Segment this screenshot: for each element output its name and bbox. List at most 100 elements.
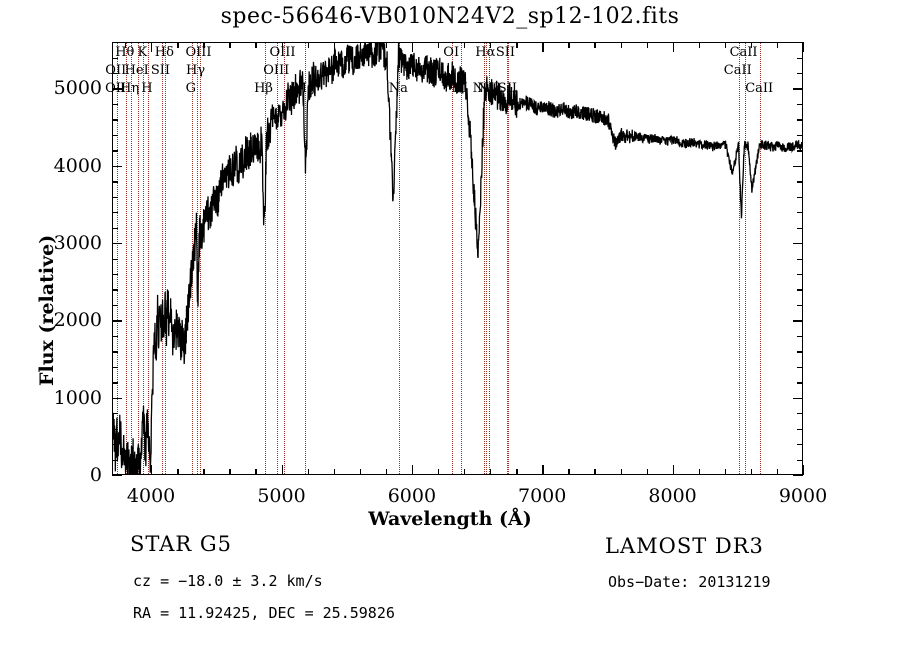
line-marker-H-12 xyxy=(264,43,266,474)
x-tick-top-5200 xyxy=(307,42,309,48)
x-tick-top-8400 xyxy=(724,42,727,48)
y-tick-1600 xyxy=(112,351,118,353)
line-marker-NI-18 xyxy=(460,43,462,474)
line-label-CaII-26: CaII xyxy=(745,81,774,96)
y-tick-1400 xyxy=(112,366,118,369)
line-label-OIII-11: OIII xyxy=(185,45,212,60)
line-marker-Na-16 xyxy=(399,43,401,474)
line-label-K-5: K xyxy=(137,45,148,60)
y-tick-2000 xyxy=(112,320,122,322)
line-marker-OIII-11 xyxy=(199,43,201,474)
y-tick-right-2000 xyxy=(793,320,803,322)
line-label-OIII-14: OIII xyxy=(269,45,296,60)
x-tick-5200 xyxy=(307,469,309,475)
y-tick-right-400 xyxy=(797,444,803,446)
plot-area xyxy=(112,42,803,475)
y-tick-right-1800 xyxy=(797,335,803,338)
y-tick-right-3600 xyxy=(797,196,803,198)
line-label-NII-21: NII xyxy=(477,81,499,96)
line-marker-H-3 xyxy=(130,43,132,474)
page-title: spec-56646-VB010N24V2_sp12-102.fits xyxy=(220,4,680,29)
x-tick-top-6600 xyxy=(490,42,492,48)
y-tick-400 xyxy=(112,444,118,446)
x-tick-top-4200 xyxy=(177,42,179,48)
y-tick-4400 xyxy=(112,134,118,137)
line-marker-H-2 xyxy=(125,43,127,474)
x-tick-label-4000: 4000 xyxy=(126,485,176,507)
y-tick-label-4000: 4000 xyxy=(53,154,102,177)
y-tick-label-2000: 2000 xyxy=(53,309,102,332)
x-tick-4000 xyxy=(151,465,153,475)
line-marker-HeI-4 xyxy=(137,43,139,474)
x-tick-top-4400 xyxy=(203,42,205,48)
y-tick-label-5000: 5000 xyxy=(53,77,102,100)
y-tick-right-2600 xyxy=(797,274,803,276)
x-tick-label-9000: 9000 xyxy=(778,485,828,507)
x-tick-3800 xyxy=(125,469,127,475)
y-tick-right-4600 xyxy=(797,119,803,121)
y-tick-right-3400 xyxy=(797,212,803,214)
coordinates-value: RA = 11.92425, DEC = 25.59826 xyxy=(133,604,395,622)
y-tick-200 xyxy=(112,459,118,461)
line-label-OIII-13: OIII xyxy=(263,63,290,78)
x-tick-top-6000 xyxy=(411,42,414,52)
line-label-Mg-15: Mg xyxy=(293,81,316,96)
y-tick-right-2200 xyxy=(797,304,803,307)
y-tick-label-0: 0 xyxy=(89,464,102,486)
x-tick-6400 xyxy=(464,469,466,475)
line-label-NII-19: NII xyxy=(472,81,495,96)
line-label-H-12: Hβ xyxy=(254,81,273,96)
x-tick-top-8600 xyxy=(750,42,753,48)
x-tick-top-8200 xyxy=(698,42,701,48)
y-tick-right-3800 xyxy=(797,181,803,183)
line-marker-OI-17 xyxy=(452,43,454,474)
x-tick-7400 xyxy=(594,469,596,475)
line-marker-H-8 xyxy=(165,43,167,474)
x-tick-top-5800 xyxy=(385,42,388,48)
spectrum-curve xyxy=(113,43,802,474)
y-tick-right-1200 xyxy=(797,382,803,384)
x-tick-top-7000 xyxy=(542,42,544,52)
y-tick-label-1000: 1000 xyxy=(53,386,102,409)
x-tick-top-9000 xyxy=(803,42,805,52)
y-tick-1200 xyxy=(112,382,118,384)
y-tick-4200 xyxy=(112,150,118,152)
line-label-H-20: Hα xyxy=(475,45,496,60)
survey-label: LAMOST DR3 xyxy=(605,534,764,558)
x-tick-top-4600 xyxy=(229,42,231,48)
y-tick-0 xyxy=(112,475,122,477)
y-tick-right-3200 xyxy=(797,227,803,229)
y-tick-right-1400 xyxy=(797,366,803,369)
y-tick-800 xyxy=(112,413,118,415)
x-tick-6600 xyxy=(490,469,492,475)
y-tick-3400 xyxy=(112,212,118,214)
line-marker-SII-23 xyxy=(508,43,510,474)
line-label-SII-7: SII xyxy=(150,63,171,78)
y-tick-3600 xyxy=(112,196,118,198)
x-tick-8400 xyxy=(724,469,727,475)
x-tick-top-6800 xyxy=(516,42,518,48)
line-label-NI-18: NI xyxy=(451,81,468,96)
x-tick-label-8000: 8000 xyxy=(648,485,697,507)
x-tick-8600 xyxy=(750,469,753,475)
x-tick-top-4000 xyxy=(151,42,153,52)
y-tick-5600 xyxy=(112,42,118,44)
y-tick-right-2400 xyxy=(797,289,803,291)
line-label-H-3: Hη xyxy=(120,81,140,96)
x-tick-8000 xyxy=(672,465,674,475)
y-tick-right-200 xyxy=(797,459,803,461)
line-marker-CaII-26 xyxy=(760,43,762,474)
line-marker-Mg-15 xyxy=(305,43,307,474)
y-tick-3000 xyxy=(112,243,122,245)
line-marker-CaII-24 xyxy=(738,43,740,474)
x-tick-4600 xyxy=(229,469,231,475)
x-tick-top-6400 xyxy=(464,42,466,48)
x-tick-4800 xyxy=(255,469,257,475)
x-tick-5400 xyxy=(333,469,335,475)
x-tick-top-3800 xyxy=(125,42,127,48)
line-label-OII-1: OII xyxy=(105,63,127,78)
line-label-G-9: G xyxy=(185,81,196,96)
y-tick-right-5400 xyxy=(797,57,803,59)
y-tick-4800 xyxy=(112,103,118,106)
line-label-CaII-25: CaII xyxy=(729,45,758,60)
